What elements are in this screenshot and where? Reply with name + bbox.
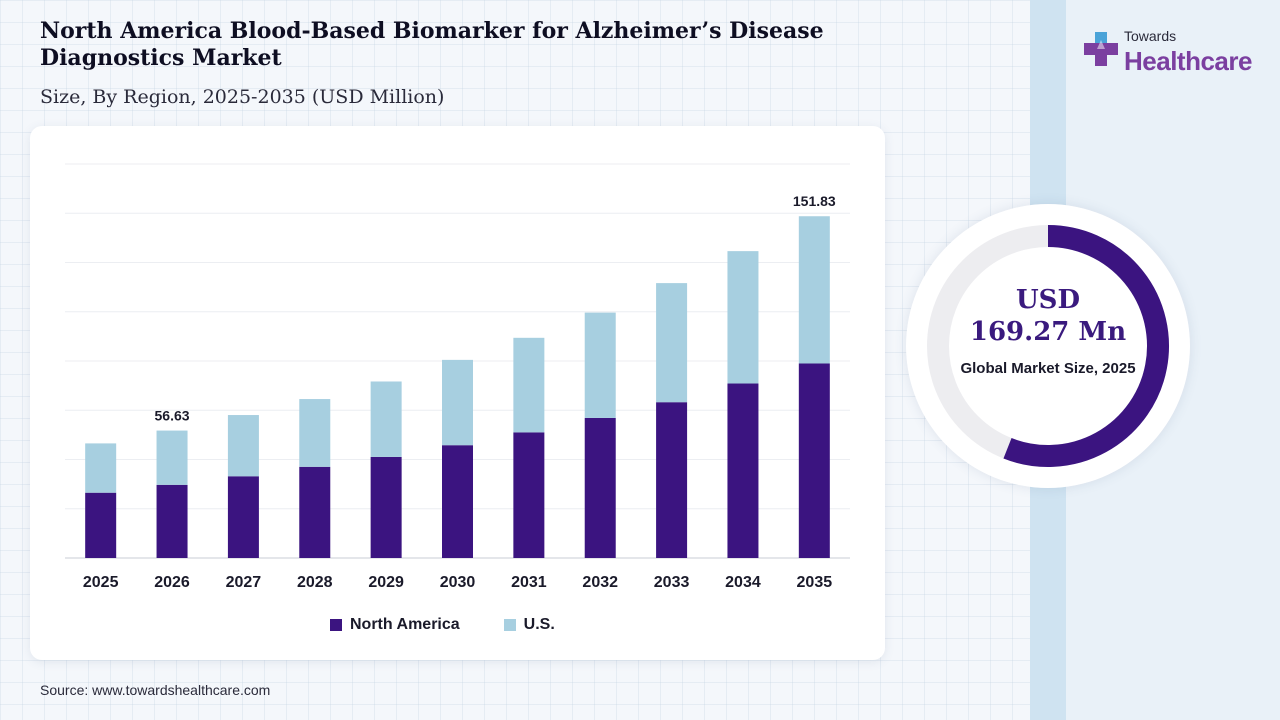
- logo-text-towards: Towards: [1124, 28, 1177, 44]
- x-tick-label-2032: 2032: [582, 574, 618, 591]
- chart-legend: North America U.S.: [330, 616, 555, 634]
- bar-us-2032: [584, 312, 616, 418]
- bar-north-america-2033: [656, 402, 688, 558]
- bar-north-america-2030: [442, 445, 473, 558]
- x-tick-label-2026: 2026: [154, 574, 190, 591]
- brand-logo: Towards Healthcare: [1082, 26, 1262, 76]
- x-tick-label-2035: 2035: [797, 574, 833, 591]
- bar-us-2025: [85, 443, 117, 493]
- data-label-2035: 151.83: [793, 193, 836, 209]
- bar-north-america-2027: [227, 476, 259, 558]
- bar-us-2031: [513, 337, 545, 433]
- logo-text-healthcare: Healthcare: [1124, 46, 1252, 76]
- market-size-donut: USD 169.27 Mn Global Market Size, 2025: [906, 204, 1190, 488]
- bar-us-2027: [227, 415, 259, 477]
- bar-north-america-2035: [798, 363, 830, 558]
- legend-label-us: U.S.: [523, 616, 555, 633]
- x-tick-label-2031: 2031: [511, 574, 547, 591]
- bar-north-america-2034: [727, 383, 759, 558]
- bar-north-america-2026: [156, 484, 188, 558]
- bar-us-2030: [442, 359, 473, 446]
- x-tick-label-2025: 2025: [83, 574, 119, 591]
- medical-cross-icon: [1084, 32, 1118, 66]
- legend-item-us: U.S.: [503, 616, 555, 634]
- legend-swatch-north-america: [330, 619, 342, 631]
- bar-us-2034: [727, 251, 759, 384]
- bar-us-2026: [156, 430, 188, 485]
- stacked-bar-chart: 2025 2026 2027 2028 2029 2030 2031 2032 2033 2034…: [65, 163, 850, 591]
- bar-north-america-2029: [370, 456, 402, 558]
- donut-progress-arc: [1003, 225, 1169, 467]
- x-tick-label-2033: 2033: [654, 574, 690, 591]
- donut-ring: [927, 225, 1169, 467]
- data-label-2026: 56.63: [155, 408, 190, 424]
- chart-title: North America Blood-Based Biomarker for …: [40, 18, 824, 71]
- legend-label-north-america: North America: [350, 616, 460, 633]
- x-tick-label-2034: 2034: [725, 574, 761, 591]
- bar-north-america-2032: [584, 417, 616, 558]
- bar-us-2033: [656, 283, 688, 403]
- market-size-label: Global Market Size, 2025: [960, 360, 1136, 377]
- legend-swatch-us: [503, 619, 516, 631]
- market-size-value: 169.27 Mn: [969, 317, 1127, 347]
- donut-center: USD 169.27 Mn Global Market Size, 2025: [946, 284, 1150, 379]
- bar-north-america-2025: [85, 492, 117, 558]
- bar-us-2029: [370, 381, 402, 457]
- chart-card: 2025 2026 2027 2028 2029 2030 2031 2032 2033 2034…: [30, 126, 885, 660]
- bar-us-2028: [299, 399, 331, 467]
- x-tick-label-2027: 2027: [226, 574, 262, 591]
- x-tick-label-2029: 2029: [368, 574, 404, 591]
- x-tick-label-2028: 2028: [297, 574, 333, 591]
- bar-us-2035: [798, 216, 830, 364]
- source-note: Source: www.towardshealthcare.com: [40, 682, 271, 698]
- bar-north-america-2028: [299, 466, 331, 558]
- bar-north-america-2031: [513, 432, 545, 558]
- chart-subtitle: Size, By Region, 2025-2035 (USD Million): [40, 86, 445, 108]
- legend-item-north-america: North America: [330, 616, 460, 634]
- market-size-currency: USD: [1016, 285, 1080, 315]
- x-tick-label-2030: 2030: [440, 574, 476, 591]
